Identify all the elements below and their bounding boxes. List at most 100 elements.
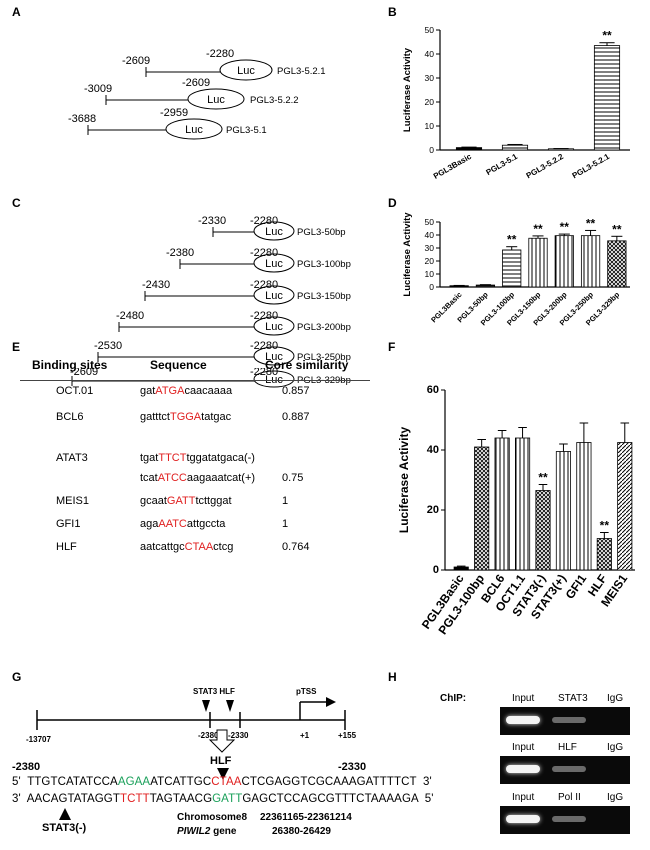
a1-end: -2280 [206,48,234,60]
y-tick-label: 20 [427,504,439,516]
seq-core: ATCC [157,472,187,484]
y-tick-label: 10 [425,121,435,131]
binding-site-row: OCT.01 gatATGAcaacaaaa 0.857 [20,385,372,401]
gel-target-label: STAT3 [558,693,588,704]
seq-bot-5p: 5' [424,793,434,805]
seq-core: CTAA [184,541,214,553]
binding-site-row: MEIS1 gcaatGATTtcttggat 1 [20,495,372,511]
y-tick-label: 0 [433,564,439,576]
gene-range: 26380-26429 [272,826,331,837]
a1-start: -2609 [122,55,150,67]
bar [607,240,627,288]
seq-prefix: tcat [140,472,158,484]
panel-label-c: C [12,196,21,210]
core-similarity: 1 [282,518,289,530]
seq-top-5: CTCGAGGTCGCAAAGATTTTCT [241,776,417,788]
c3-name: PGL3-150bp [297,291,351,302]
c2-end: -2280 [250,247,278,259]
seq-bot-3p: 3' [12,793,21,805]
seq-suffix: attgccta [186,518,226,530]
zoom-arrow-icon [208,729,236,753]
gel-band-input [506,716,540,724]
c4-name: PGL3-200bp [297,322,351,333]
c1-start: -2330 [198,215,226,227]
y-tick-label: 40 [425,49,435,59]
a1-name: PGL3-5.2.1 [277,66,326,77]
seq-prefix: tgat [140,452,159,464]
gel-image [500,707,630,735]
gel-image [500,756,630,784]
map-m2: -2330 [228,731,249,740]
significance-mark: ** [600,519,610,533]
bar [502,249,522,288]
y-tick-label: 50 [425,25,435,35]
c5-start: -2530 [94,340,122,352]
seq-suffix: aagaaatcat(+) [186,472,256,484]
chromosome-range: 22361165-22361214 [260,812,352,823]
c5-end: -2280 [250,340,278,352]
sequence-top-strand: 5' TTGTCATATCCAAGAAATCATTGCCTAACTCGAGGTC… [12,776,432,788]
y-axis-label: Luciferase Activity [402,47,413,132]
significance-mark: ** [533,222,543,236]
seq-core: GATT [166,495,196,507]
panel-label-f: F [388,340,396,354]
significance-mark: ** [586,216,596,230]
bar [535,490,551,571]
y-axis-label: Luciferase Activity [397,427,411,534]
c2-name: PGL3-100bp [297,259,351,270]
bar [475,284,496,288]
a2-end: -2609 [182,77,210,89]
bar [593,45,621,151]
site-name: GFI1 [56,518,81,530]
panel-label-a: A [12,5,21,19]
y-tick-label: 30 [425,243,435,253]
core-similarity: 0.887 [282,411,310,423]
seq-bot-1: AACAGTATAGGT [26,793,120,805]
map-m1: -2380 [198,731,219,740]
significance-mark: ** [560,220,570,234]
y-tick-label: 0 [429,282,434,292]
seq-prefix: gatttct [140,411,170,423]
seq-bot-stat3: TCTT [119,793,150,805]
c5-name: PGL3-250bp [297,352,351,363]
hlf-label: HLF [210,755,232,767]
bar [580,235,601,288]
c1-luc: Luc [265,226,283,238]
stat3-arrow-icon [59,808,71,820]
gel-igg-label: IgG [607,792,624,803]
site-sequence: gatttctTGGAtatgac [140,411,231,423]
category-label: PGL3-5.2.2 [525,152,566,181]
site-name: HLF [56,541,77,553]
site-name: OCT.01 [56,385,94,397]
range-left: -2380 [12,761,40,773]
panel-g-diagram: -13707 -2380 -2330 +1 +155 STAT3 HLF pTS… [12,687,366,820]
tss-arrow-icon [326,697,336,707]
seq-core: TGGA [169,411,202,423]
bar [617,442,633,571]
seq-top-hlf: CTAA [211,776,242,788]
map-tss: pTSS [296,687,317,696]
bar [515,437,531,571]
site-name: MEIS1 [56,495,90,507]
seq-core: ATGA [155,385,185,397]
c1-name: PGL3-50bp [297,227,346,238]
a2-name: PGL3-5.2.2 [250,95,299,106]
stat3-minus-label: STAT3(-) [42,822,87,834]
bar [501,144,529,151]
bar [494,437,510,571]
site-sequence: gcaatGATTtcttggat [140,495,232,507]
chart-b: 0 10 20 30 40 50 Luciferase Activity PGL3Basic P… [402,25,630,181]
site-name: ATAT3 [56,452,88,464]
a1-luc: Luc [237,65,255,77]
seq-suffix: ctcg [213,541,234,553]
panel-label-e: E [12,340,21,354]
binding-sites-table: Binding sites Sequence Core similarity [20,358,372,381]
seq-top-3p: 3' [423,776,432,788]
panel-label-g: G [12,670,22,684]
category-label: GFI1 [563,571,590,601]
binding-site-row: HLF aatcattgcCTAActcg 0.764 [20,541,372,557]
c2-luc: Luc [265,258,283,270]
y-tick-label: 20 [425,256,435,266]
